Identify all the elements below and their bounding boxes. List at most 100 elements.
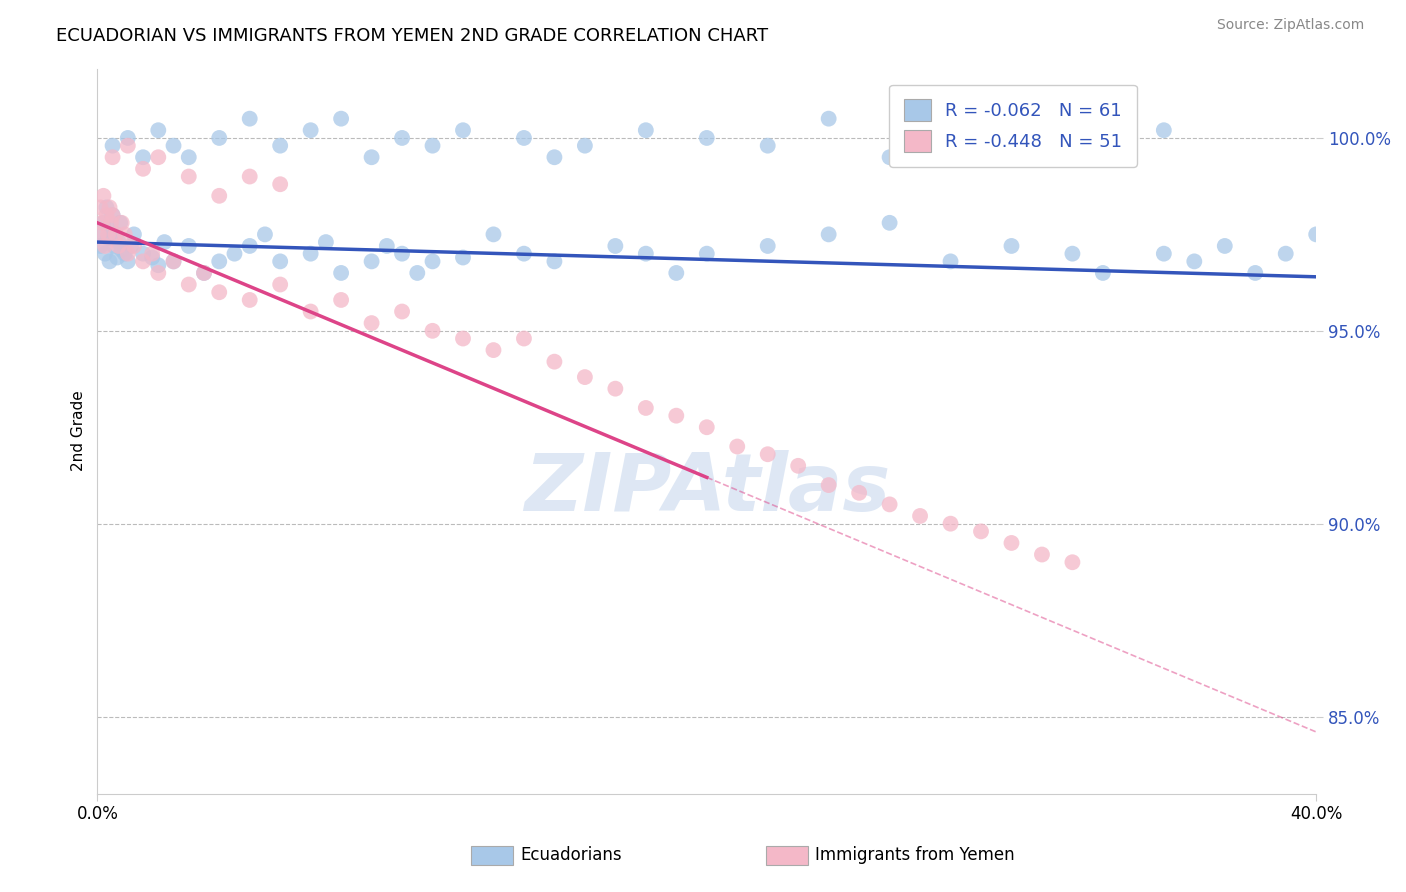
Point — [193, 266, 215, 280]
Text: Immigrants from Yemen: Immigrants from Yemen — [815, 847, 1015, 864]
Point — [1153, 246, 1175, 260]
Point — [239, 169, 262, 184]
Point — [1153, 123, 1175, 137]
Point — [299, 123, 322, 137]
Point — [543, 354, 565, 368]
Point — [696, 131, 718, 145]
Point — [756, 138, 779, 153]
Point — [1213, 239, 1236, 253]
Point — [482, 227, 505, 242]
Point — [104, 227, 127, 242]
Point — [482, 343, 505, 357]
Point — [330, 293, 353, 307]
Point — [141, 246, 163, 260]
Point — [360, 316, 382, 330]
Point — [122, 239, 145, 253]
Text: ECUADORIAN VS IMMIGRANTS FROM YEMEN 2ND GRADE CORRELATION CHART: ECUADORIAN VS IMMIGRANTS FROM YEMEN 2ND … — [56, 27, 768, 45]
Point — [239, 293, 262, 307]
Point — [89, 239, 111, 253]
Point — [817, 112, 839, 126]
Point — [696, 246, 718, 260]
Point — [879, 150, 901, 164]
Point — [330, 112, 353, 126]
Point — [97, 231, 120, 245]
Point — [634, 123, 657, 137]
Point — [330, 266, 353, 280]
Point — [120, 239, 142, 253]
Point — [122, 227, 145, 242]
Point — [153, 235, 176, 249]
Point — [101, 138, 124, 153]
Point — [148, 123, 170, 137]
Point — [1305, 227, 1327, 242]
Point — [315, 235, 337, 249]
Point — [817, 478, 839, 492]
Point — [1062, 555, 1084, 569]
Point — [87, 227, 110, 242]
Point — [1274, 246, 1296, 260]
Point — [970, 524, 993, 539]
Point — [665, 409, 688, 423]
Point — [605, 239, 627, 253]
Point — [93, 216, 115, 230]
Point — [574, 370, 596, 384]
Point — [848, 485, 870, 500]
Point — [148, 258, 170, 272]
Point — [98, 254, 121, 268]
Point — [756, 239, 779, 253]
Point — [543, 150, 565, 164]
Text: Source: ZipAtlas.com: Source: ZipAtlas.com — [1216, 18, 1364, 32]
Point — [1062, 246, 1084, 260]
Point — [162, 254, 184, 268]
Point — [422, 138, 444, 153]
Point — [90, 216, 112, 230]
Point — [787, 458, 810, 473]
Point — [100, 216, 122, 230]
Point — [94, 239, 117, 253]
Point — [1000, 138, 1022, 153]
Point — [1000, 536, 1022, 550]
Point — [208, 189, 231, 203]
Point — [1031, 548, 1053, 562]
Point — [513, 246, 536, 260]
Point — [451, 251, 474, 265]
Point — [96, 208, 118, 222]
Text: ZIPAtlas: ZIPAtlas — [523, 450, 890, 528]
Point — [253, 227, 276, 242]
Point — [391, 131, 413, 145]
Point — [574, 138, 596, 153]
Point — [98, 200, 121, 214]
Point — [132, 246, 155, 260]
Point — [117, 138, 139, 153]
Legend: R = -0.062   N = 61, R = -0.448   N = 51: R = -0.062 N = 61, R = -0.448 N = 51 — [889, 85, 1136, 167]
Point — [162, 254, 184, 268]
Point — [939, 254, 962, 268]
Point — [605, 382, 627, 396]
Point — [117, 131, 139, 145]
Point — [406, 266, 429, 280]
Point — [879, 216, 901, 230]
Point — [105, 251, 128, 265]
Point — [208, 254, 231, 268]
Point — [422, 324, 444, 338]
Point — [360, 150, 382, 164]
Point — [177, 169, 200, 184]
Point — [107, 235, 129, 249]
Point — [269, 254, 291, 268]
Point — [101, 150, 124, 164]
Point — [108, 216, 131, 230]
Point — [634, 401, 657, 415]
Point — [879, 497, 901, 511]
Point — [422, 254, 444, 268]
Point — [94, 246, 117, 260]
Point — [208, 285, 231, 300]
Point — [132, 254, 155, 268]
Point — [817, 227, 839, 242]
Point — [1244, 266, 1267, 280]
Point — [634, 246, 657, 260]
Point — [97, 227, 120, 242]
Point — [177, 277, 200, 292]
Point — [107, 239, 129, 253]
Point — [114, 227, 136, 242]
Point — [756, 447, 779, 461]
